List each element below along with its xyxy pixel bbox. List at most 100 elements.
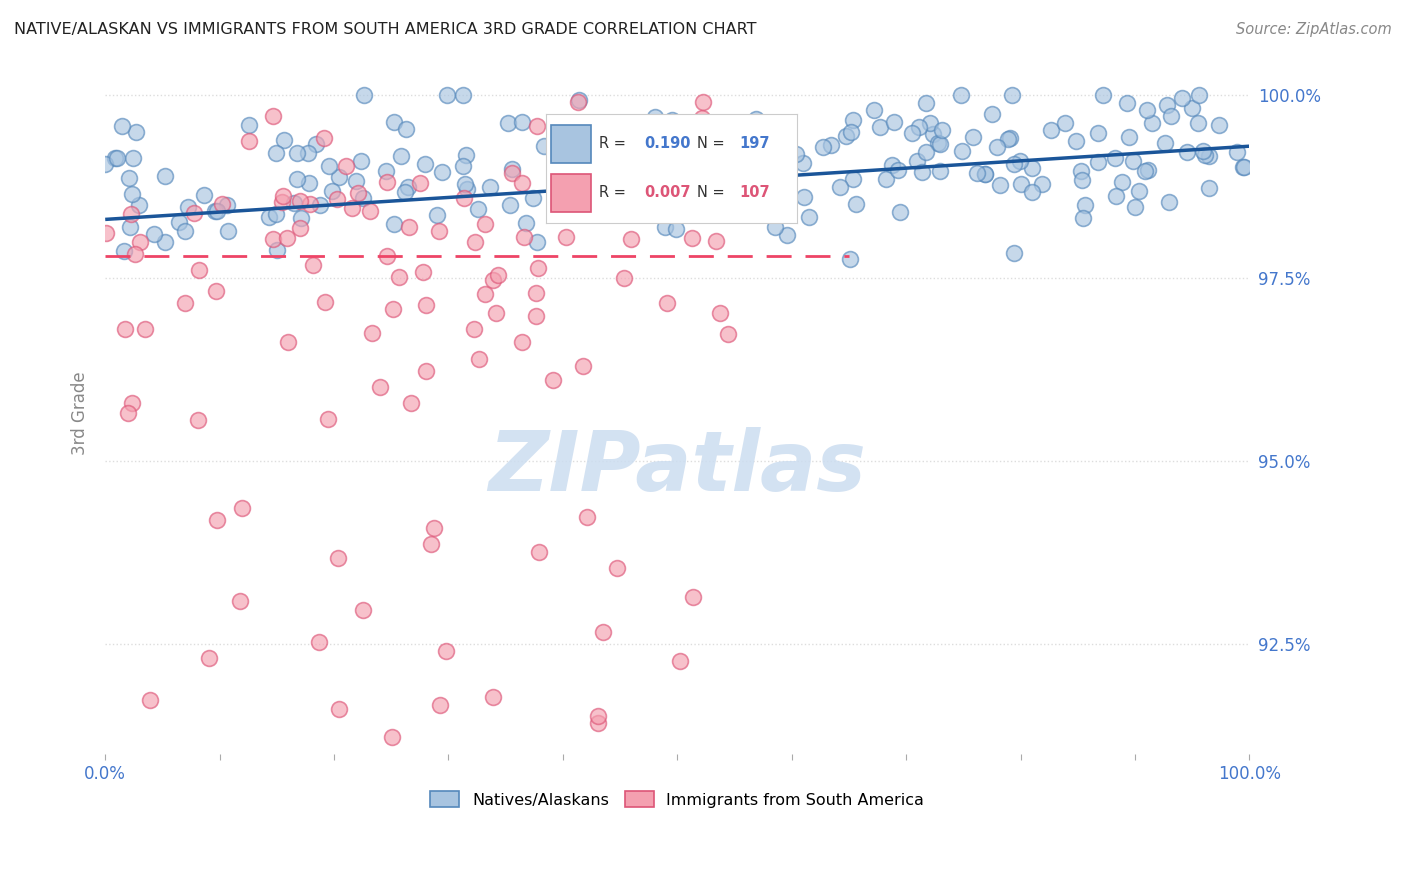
Point xyxy=(1074,198,1097,212)
Point xyxy=(1233,160,1256,174)
Point xyxy=(262,232,284,246)
Point xyxy=(309,197,332,211)
Point xyxy=(966,165,988,179)
Point xyxy=(187,263,209,277)
Point xyxy=(553,184,575,198)
Point xyxy=(600,168,623,182)
Point xyxy=(988,178,1011,192)
Point xyxy=(973,167,995,181)
Point xyxy=(474,287,496,301)
Point xyxy=(1194,148,1216,162)
Point xyxy=(266,146,288,161)
Point xyxy=(1087,155,1109,169)
Point xyxy=(415,298,437,312)
Point xyxy=(931,122,953,136)
Point xyxy=(576,510,599,524)
Point xyxy=(862,103,884,117)
Point xyxy=(592,624,614,639)
Point xyxy=(644,111,666,125)
Point xyxy=(1002,246,1025,260)
Point xyxy=(682,118,704,132)
Point xyxy=(744,160,766,174)
Text: NATIVE/ALASKAN VS IMMIGRANTS FROM SOUTH AMERICA 3RD GRADE CORRELATION CHART: NATIVE/ALASKAN VS IMMIGRANTS FROM SOUTH … xyxy=(14,22,756,37)
Point xyxy=(1021,161,1043,175)
Point xyxy=(464,235,486,249)
Point xyxy=(880,159,903,173)
Point xyxy=(499,198,522,212)
Point xyxy=(998,130,1021,145)
Point xyxy=(697,192,720,206)
Point xyxy=(1064,135,1087,149)
Point xyxy=(811,140,834,154)
Point xyxy=(654,220,676,235)
Point xyxy=(1031,178,1053,192)
Point xyxy=(515,216,537,230)
Point xyxy=(124,246,146,260)
Point xyxy=(396,179,419,194)
Point xyxy=(204,204,226,219)
Point xyxy=(1001,87,1024,102)
Point xyxy=(427,224,450,238)
Point xyxy=(153,169,176,183)
Point xyxy=(125,125,148,139)
Point xyxy=(980,107,1002,121)
Point xyxy=(412,265,434,279)
Point xyxy=(1039,123,1062,137)
Point xyxy=(1175,145,1198,160)
Point xyxy=(682,590,704,604)
Point xyxy=(420,537,443,551)
Point xyxy=(1087,127,1109,141)
Point xyxy=(1111,175,1133,189)
Point xyxy=(986,140,1008,154)
Point xyxy=(631,131,654,145)
Point xyxy=(661,113,683,128)
Point xyxy=(606,561,628,575)
Point xyxy=(529,545,551,559)
Point xyxy=(193,187,215,202)
Point xyxy=(717,326,740,341)
Point xyxy=(326,551,349,566)
Point xyxy=(1123,200,1146,214)
Point xyxy=(620,232,643,246)
Point xyxy=(326,192,349,206)
Point xyxy=(572,359,595,374)
Point xyxy=(842,172,865,186)
Point xyxy=(340,202,363,216)
Point xyxy=(285,172,308,186)
Point xyxy=(368,380,391,394)
Point xyxy=(1187,116,1209,130)
Point xyxy=(434,643,457,657)
Point xyxy=(554,230,576,244)
Point xyxy=(352,191,374,205)
Point xyxy=(1071,211,1094,226)
Point xyxy=(271,188,294,202)
Point xyxy=(657,184,679,198)
Point xyxy=(564,161,586,175)
Point xyxy=(299,197,322,211)
Point xyxy=(1156,98,1178,112)
Point xyxy=(744,112,766,126)
Point xyxy=(1154,136,1177,150)
Point xyxy=(1142,116,1164,130)
Point xyxy=(215,198,238,212)
Point xyxy=(905,153,928,168)
Point xyxy=(257,211,280,225)
Point xyxy=(173,296,195,310)
Point xyxy=(453,191,475,205)
Text: ZIPatlas: ZIPatlas xyxy=(488,427,866,508)
Point xyxy=(228,593,250,607)
Legend: Natives/Alaskans, Immigrants from South America: Natives/Alaskans, Immigrants from South … xyxy=(425,785,931,814)
Point xyxy=(650,169,672,184)
Point xyxy=(887,163,910,178)
Point xyxy=(620,124,643,138)
Point xyxy=(485,305,508,319)
Point xyxy=(112,244,135,258)
Point xyxy=(429,698,451,713)
Point xyxy=(820,138,842,153)
Point xyxy=(962,130,984,145)
Point xyxy=(308,634,330,648)
Point xyxy=(1192,145,1215,159)
Point xyxy=(759,193,782,207)
Point xyxy=(501,166,523,180)
Point xyxy=(167,215,190,229)
